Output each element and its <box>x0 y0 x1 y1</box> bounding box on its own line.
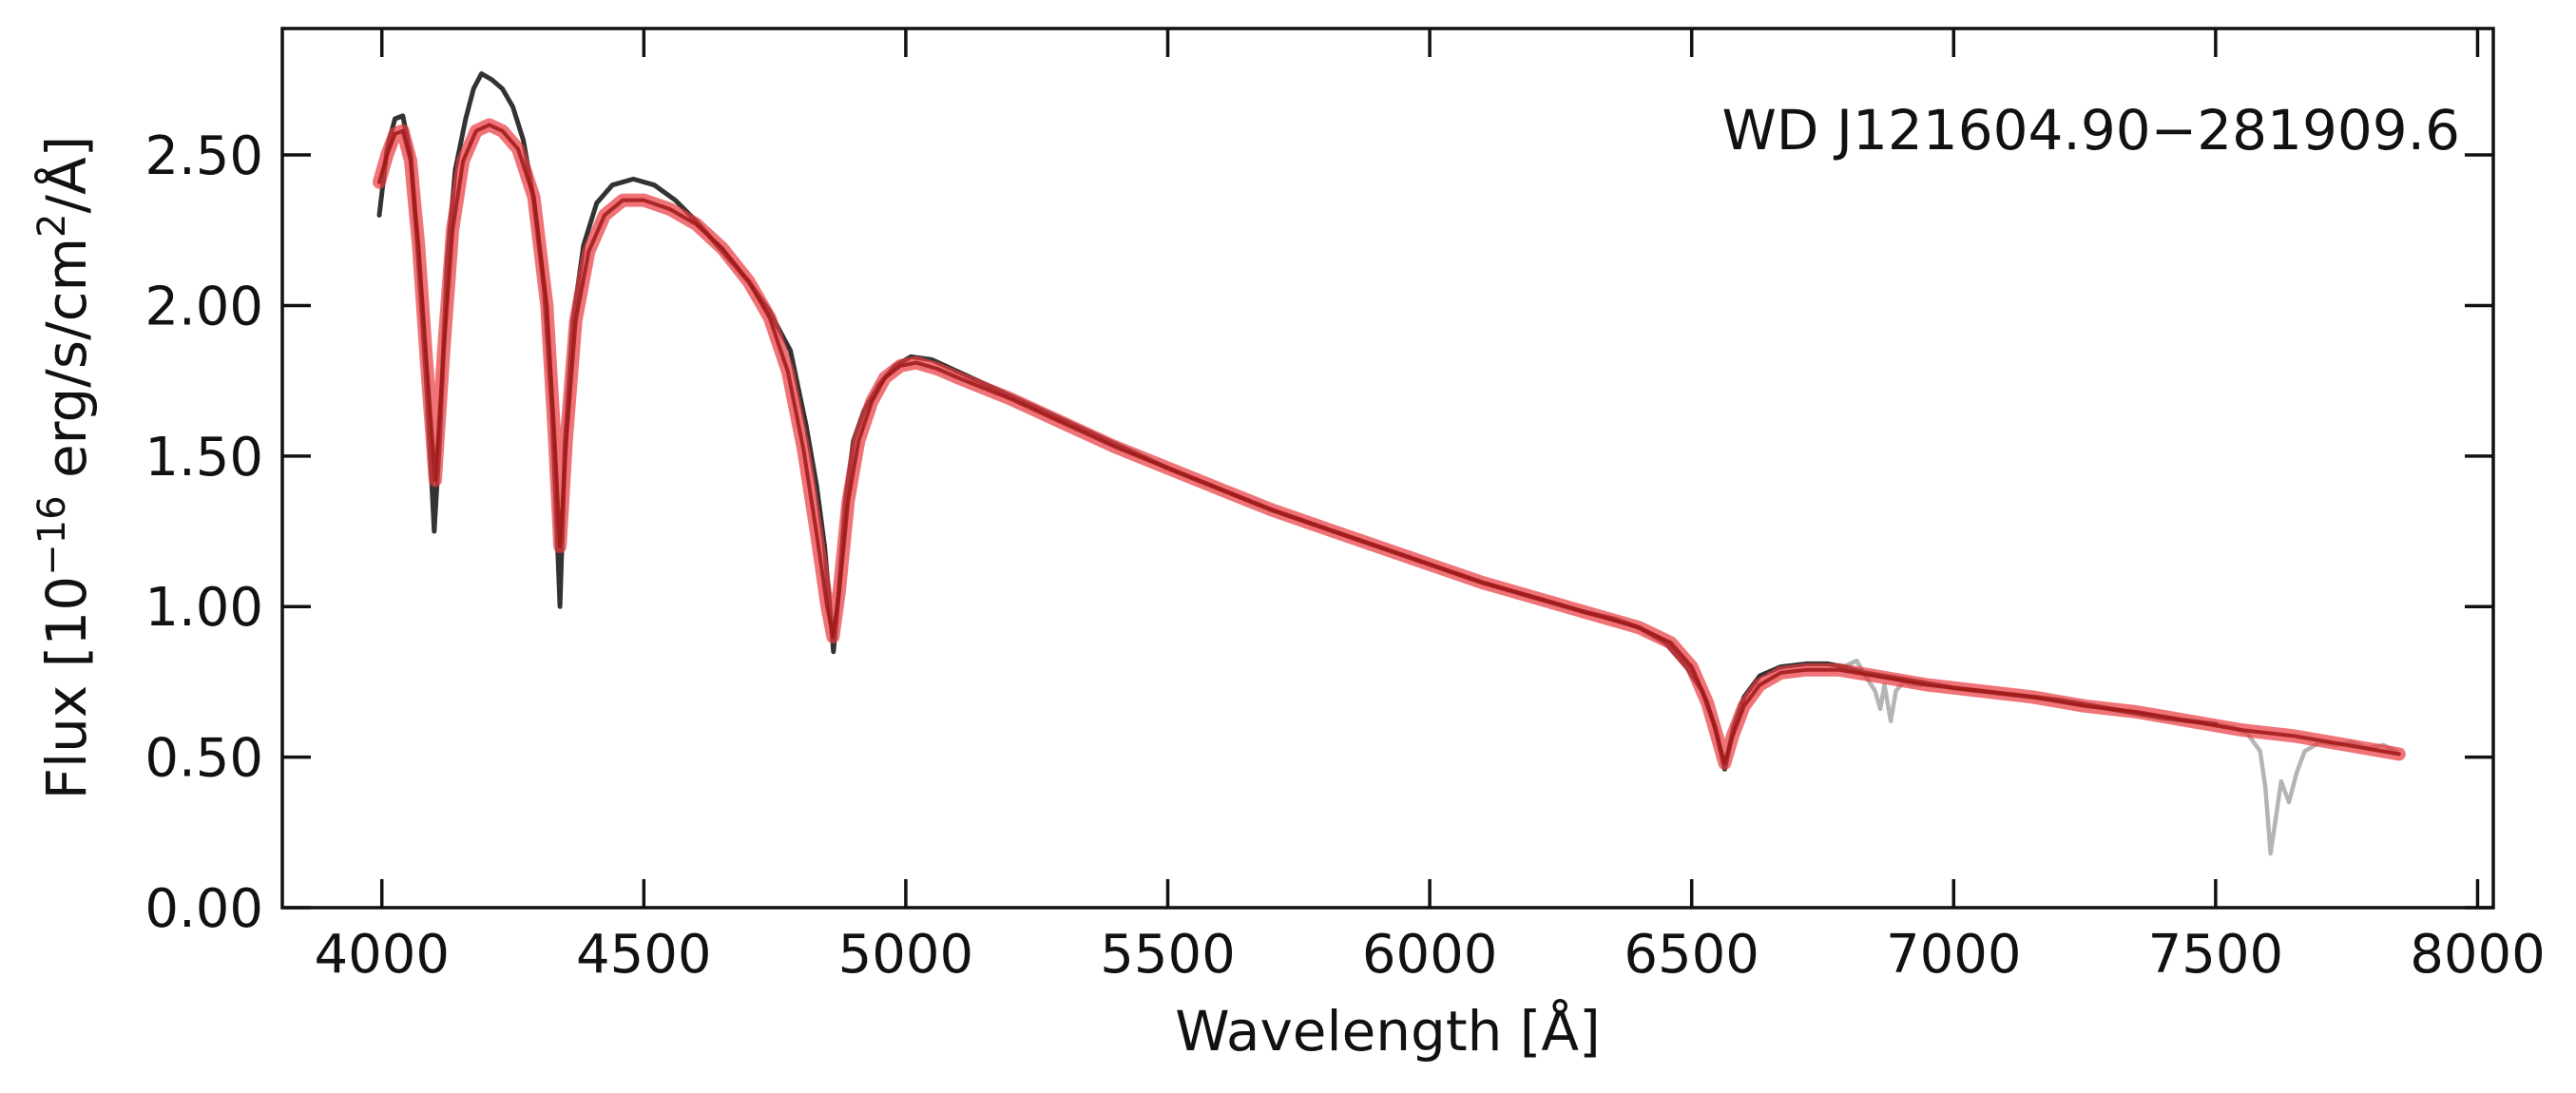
series-line-model-fit-core <box>377 123 2401 765</box>
x-tick-label: 5000 <box>838 924 974 986</box>
x-tick-label: 6500 <box>1624 924 1759 986</box>
y-axis-title-exponent: −16 <box>30 495 74 575</box>
y-axis-title: Flux [10−16 erg/s/cm2/Å] <box>30 136 99 800</box>
x-tick-label: 7000 <box>1886 924 2022 986</box>
x-tick-label: 4500 <box>576 924 712 986</box>
y-axis-title-middle: erg/s/cm <box>34 238 99 495</box>
x-tick-label: 8000 <box>2410 924 2546 986</box>
y-tick-label: 1.00 <box>144 577 263 639</box>
tick-label-layer: 4000 4500 5000 5500 6000 6500 7000 7500 8000 0.00… <box>144 125 2545 986</box>
y-tick-label: 0.00 <box>144 878 263 940</box>
x-axis-title: Wavelength [Å] <box>1175 998 1600 1064</box>
x-tick-label: 6000 <box>1362 924 1498 986</box>
tick-layer <box>282 29 2493 910</box>
series-line-observed-spectrum <box>376 71 2219 772</box>
y-tick-label: 0.50 <box>144 728 263 790</box>
axes-frame <box>280 27 2495 910</box>
series-line-model-fit <box>373 118 2406 770</box>
y-axis-title-prefix: Flux [10 <box>34 576 99 799</box>
x-tick-label: 5500 <box>1100 924 1236 986</box>
y-axis-title-exp2: 2 <box>30 214 74 238</box>
y-axis-title-suffix: /Å] <box>33 136 99 214</box>
x-tick-label: 4000 <box>314 924 450 986</box>
object-name-annotation: WD J121604.90−281909.6 <box>1721 98 2460 163</box>
x-tick-label: 7500 <box>2148 924 2284 986</box>
y-tick-label: 1.50 <box>144 427 263 489</box>
y-tick-label: 2.00 <box>144 276 263 337</box>
data-layer <box>373 71 2406 856</box>
y-tick-label: 2.50 <box>144 125 263 187</box>
